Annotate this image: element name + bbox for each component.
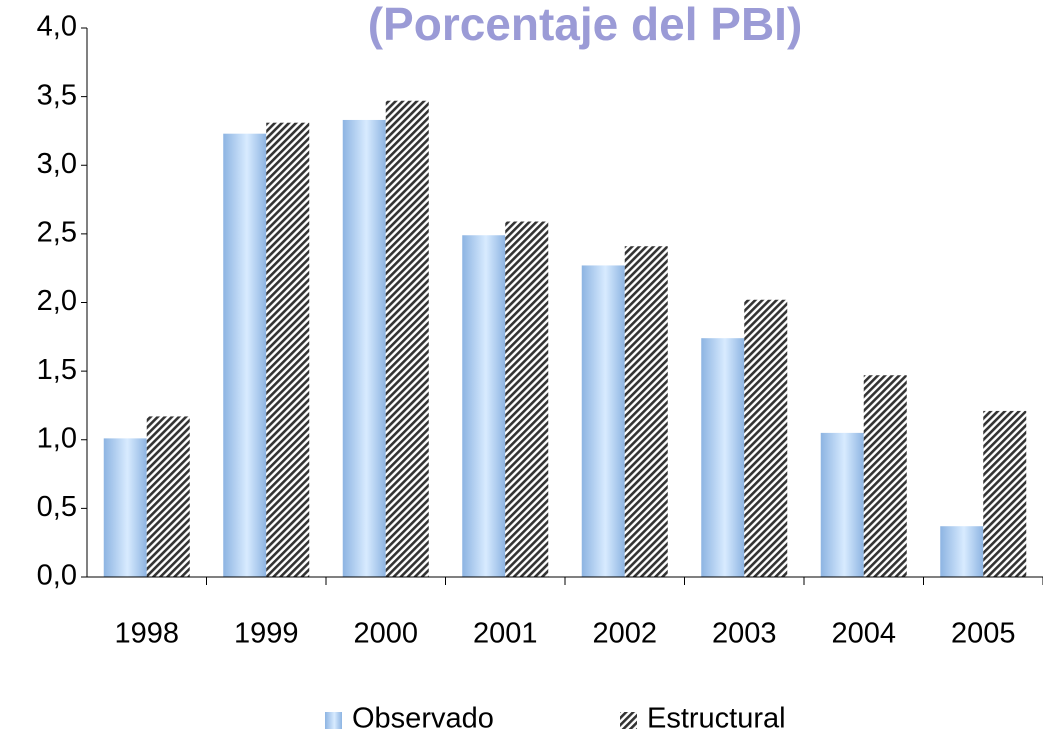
x-tick-label: 2002 bbox=[592, 618, 657, 650]
legend-label: Observado bbox=[352, 703, 494, 735]
bar bbox=[266, 122, 310, 577]
x-tick-label: 2001 bbox=[473, 618, 538, 650]
y-tick-label: 3,5 bbox=[37, 79, 77, 111]
bar bbox=[940, 526, 984, 577]
bar bbox=[863, 375, 907, 577]
bar bbox=[624, 246, 668, 578]
bar bbox=[505, 221, 549, 577]
y-tick-label: 0,0 bbox=[37, 560, 77, 592]
y-tick-label: 1,5 bbox=[37, 354, 77, 386]
chart-title: (Porcentaje del PBI) bbox=[368, 0, 803, 50]
x-tick-label: 2005 bbox=[951, 618, 1016, 650]
x-tick-label: 2004 bbox=[831, 618, 896, 650]
x-tick-label: 1999 bbox=[234, 618, 299, 650]
bar bbox=[103, 438, 147, 577]
y-tick-label: 4,0 bbox=[37, 11, 77, 43]
y-tick-label: 2,0 bbox=[37, 285, 77, 317]
bar bbox=[146, 416, 190, 577]
bar bbox=[342, 119, 386, 578]
bar bbox=[385, 100, 429, 578]
bar bbox=[701, 338, 745, 577]
bar bbox=[462, 235, 506, 577]
legend-marker bbox=[325, 712, 342, 729]
bar bbox=[581, 265, 625, 577]
bar bbox=[983, 410, 1027, 577]
y-tick-label: 2,5 bbox=[37, 217, 77, 249]
y-tick-label: 1,0 bbox=[37, 422, 77, 454]
legend-label: Estructural bbox=[647, 703, 786, 735]
bar bbox=[744, 299, 788, 577]
x-tick-label: 1998 bbox=[114, 618, 179, 650]
bar bbox=[820, 432, 864, 577]
y-tick-label: 3,0 bbox=[37, 148, 77, 180]
legend-marker bbox=[620, 712, 637, 729]
x-tick-label: 2000 bbox=[353, 618, 418, 650]
y-tick-label: 0,5 bbox=[37, 491, 77, 523]
bar bbox=[223, 133, 267, 577]
x-tick-label: 2003 bbox=[712, 618, 777, 650]
